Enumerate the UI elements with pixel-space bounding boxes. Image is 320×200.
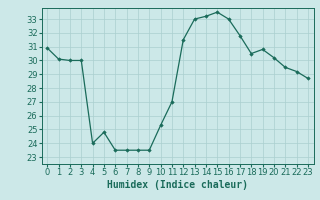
X-axis label: Humidex (Indice chaleur): Humidex (Indice chaleur) xyxy=(107,180,248,190)
